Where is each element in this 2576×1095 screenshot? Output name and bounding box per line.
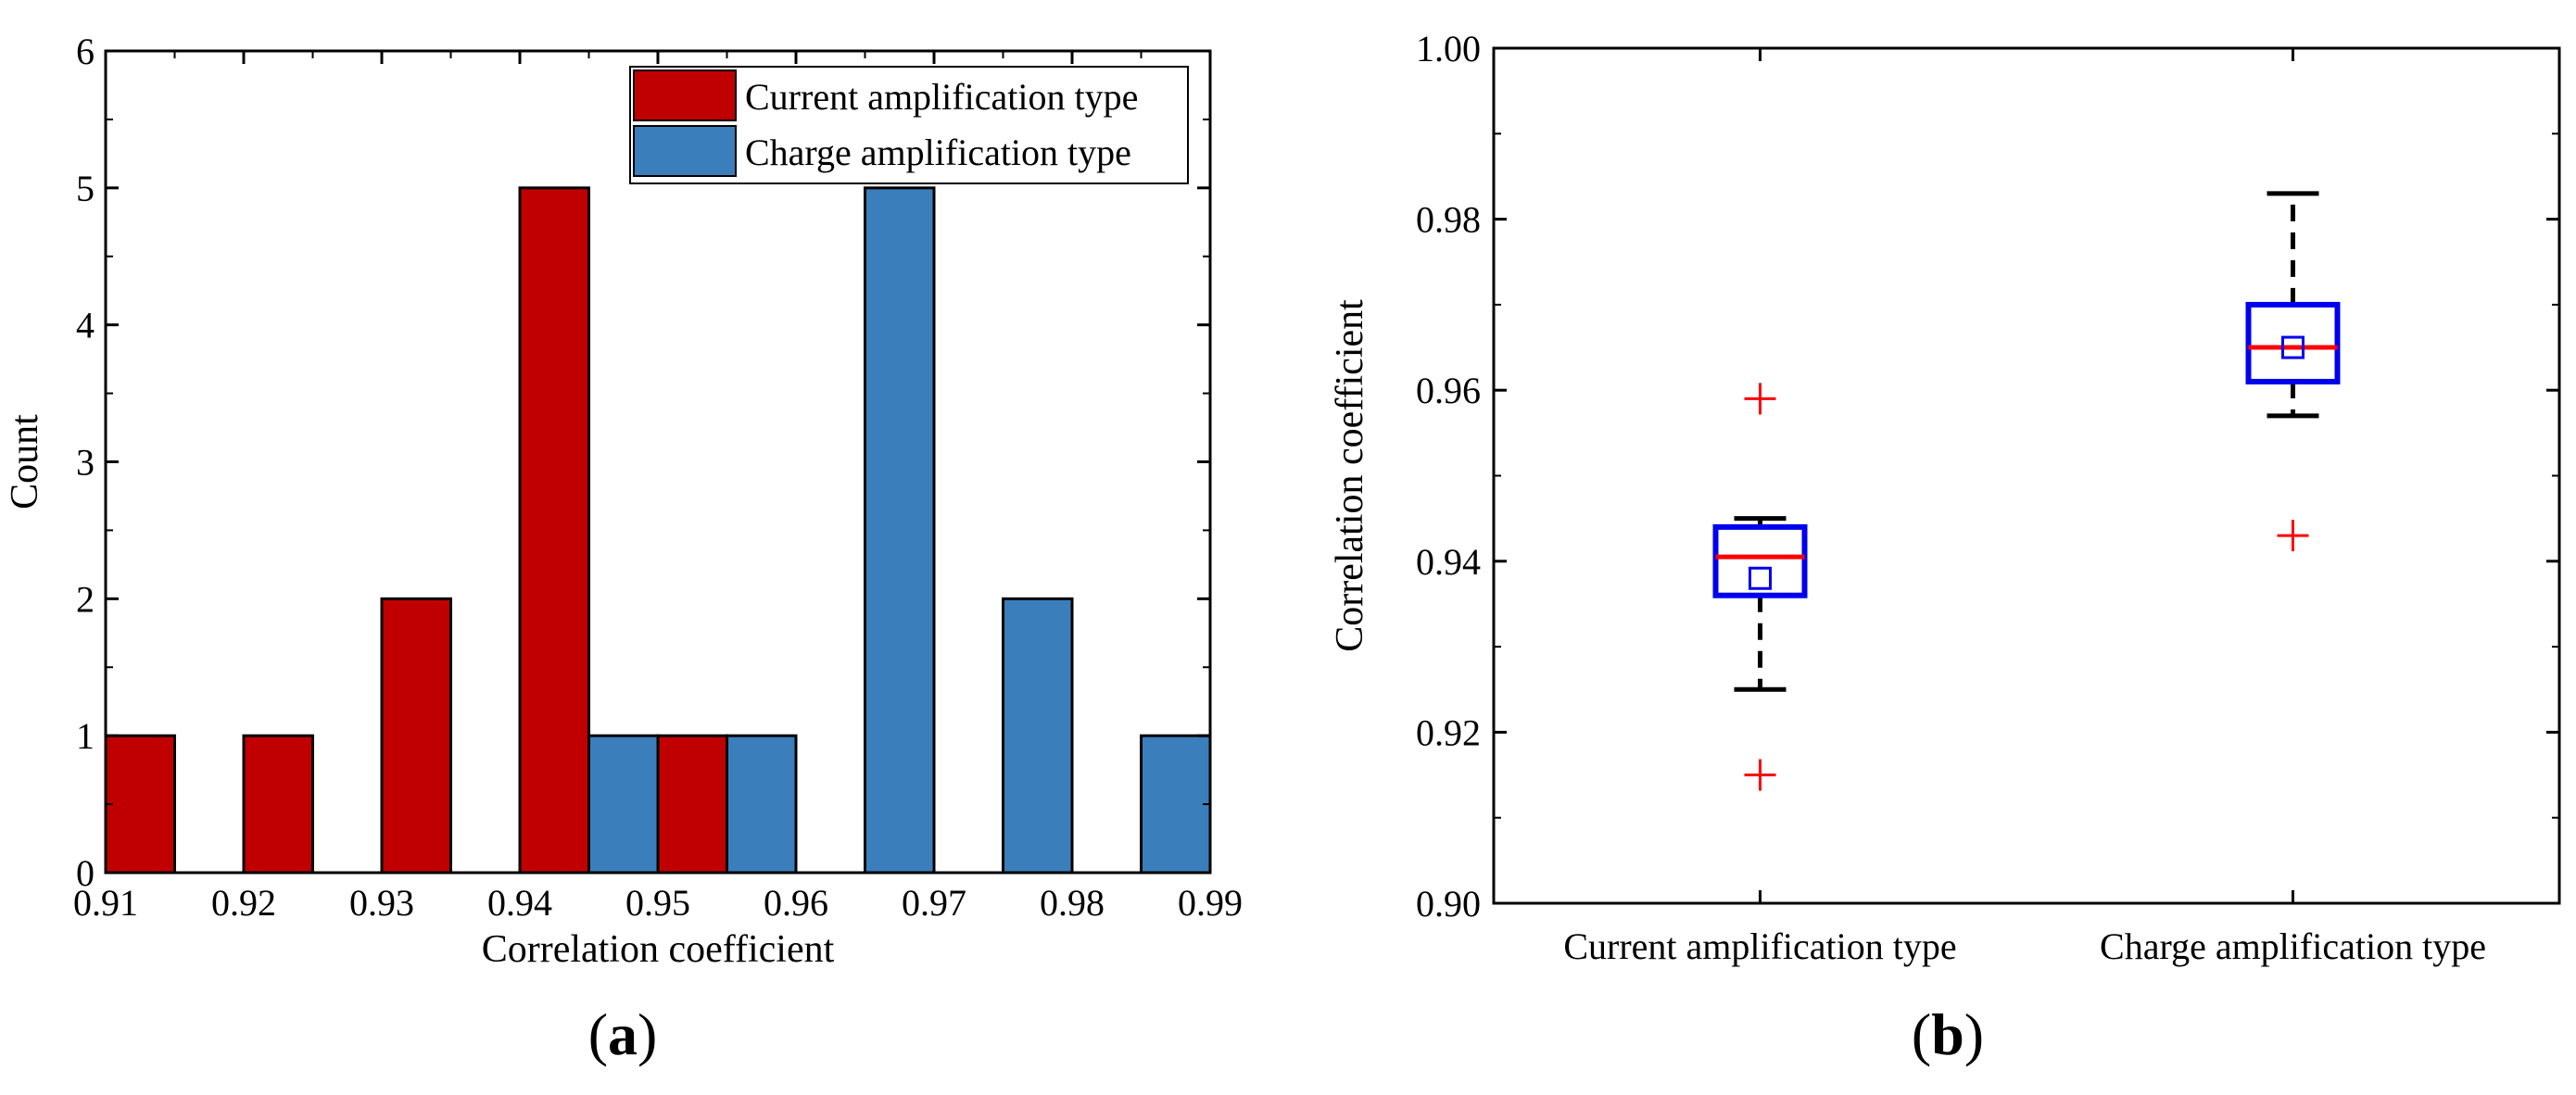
- panel-label-a-open: (: [588, 1001, 608, 1067]
- boxplot-box: [2245, 301, 2341, 384]
- histogram-y-tick-label: 1: [76, 715, 95, 757]
- histogram-bar-series1-bin4: [1140, 734, 1212, 875]
- histogram-legend-label-series1: Charge amplification type: [745, 132, 1131, 173]
- histogram-bar-series0-bin3: [518, 186, 590, 875]
- histogram-legend-label-series0: Current amplification type: [745, 76, 1138, 118]
- boxplot-panel-b: 0.90 0.92 0.94 0.96 0.98 1.00 Current amplific…: [1329, 28, 2561, 967]
- histogram-bars: [104, 186, 1212, 875]
- histogram-y-tick-label: 4: [76, 305, 95, 346]
- histogram-legend-swatch-series1: [633, 125, 737, 177]
- histogram-y-tick-label: 6: [76, 31, 95, 72]
- panel-label-a-letter: a: [608, 1001, 638, 1067]
- boxplot-y-tick-label: 1.00: [1416, 28, 1481, 69]
- histogram-y-tick-label: 3: [76, 442, 95, 484]
- histogram-bar-series0-bin0: [104, 734, 176, 875]
- histogram-legend: Current amplification type Charge amplifi…: [629, 66, 1189, 184]
- boxplot-plot-frame: [1492, 46, 2561, 905]
- histogram-bar-series1-bin2: [864, 186, 936, 875]
- panel-label-b: (b): [1912, 1001, 1984, 1067]
- histogram-x-tick-label: 0.98: [1040, 882, 1105, 924]
- boxplot-y-tick-label: 0.90: [1416, 883, 1481, 925]
- histogram-bar-series0-bin1: [242, 734, 314, 875]
- boxplot-y-tick-label: 0.92: [1416, 711, 1481, 753]
- histogram-panel-a: 0.91 0.92 0.93 0.94 0.95 0.96 0.97 0.98 0.99 0 1 2 3…: [4, 31, 1243, 971]
- histogram-bar-series1-bin3: [1002, 597, 1074, 875]
- histogram-x-tick-label: 0.95: [625, 882, 690, 924]
- histogram-x-tick-label: 0.91: [73, 882, 138, 924]
- boxplot-y-tick-label: 0.96: [1416, 370, 1481, 411]
- boxplot-outlier-1: [1744, 759, 1776, 791]
- histogram-bar-series1-bin0: [587, 734, 660, 875]
- boxplot-group-1: [2245, 191, 2341, 552]
- histogram-x-tick-label: 0.99: [1178, 882, 1243, 924]
- histogram-axis-ticks: 0.91 0.92 0.93 0.94 0.95 0.96 0.97 0.98 0.99 0 1 2 3…: [73, 31, 1243, 924]
- panel-label-b-letter: b: [1931, 1001, 1964, 1067]
- histogram-bar-series0-bin4: [656, 734, 728, 875]
- histogram-x-tick-label: 0.94: [487, 882, 552, 924]
- panel-label-b-close: ): [1964, 1001, 1984, 1067]
- boxplot-mean-marker: [1749, 566, 1772, 590]
- histogram-x-tick-label: 0.92: [211, 882, 276, 924]
- histogram-x-axis-title: Correlation coefficient: [482, 928, 835, 971]
- boxplot-marks: [1712, 191, 2341, 791]
- histogram-x-tick-label: 0.93: [349, 882, 414, 924]
- boxplot-box: [1712, 523, 1808, 598]
- histogram-legend-swatch-series0: [633, 69, 737, 121]
- histogram-bar-series1-bin1: [726, 734, 798, 875]
- boxplot-x-tick-label: Charge amplification type: [2100, 925, 2486, 967]
- panel-label-b-open: (: [1912, 1001, 1931, 1067]
- boxplot-outlier-0: [1744, 383, 1776, 415]
- boxplot-y-tick-label: 0.94: [1416, 541, 1481, 583]
- boxplot-outlier-0: [2277, 520, 2309, 552]
- boxplot-y-axis-title: Correlation coefficient: [1329, 299, 1371, 652]
- histogram-y-axis-title: Count: [4, 414, 46, 510]
- panel-label-a-close: ): [638, 1001, 657, 1067]
- boxplot-x-tick-label: Current amplification type: [1563, 925, 1956, 967]
- boxplot-mean-marker: [2281, 335, 2305, 359]
- histogram-y-tick-label: 2: [76, 578, 95, 620]
- histogram-x-tick-label: 0.96: [764, 882, 828, 924]
- histogram-x-tick-label: 0.97: [902, 882, 966, 924]
- histogram-y-tick-label: 0: [76, 852, 95, 894]
- boxplot-group-0: [1712, 383, 1808, 791]
- boxplot-y-tick-label: 0.98: [1416, 199, 1481, 241]
- boxplot-axis-ticks: 0.90 0.92 0.94 0.96 0.98 1.00 Current amplific…: [1416, 28, 2559, 967]
- histogram-bar-series0-bin2: [380, 597, 452, 875]
- histogram-y-tick-label: 5: [76, 168, 95, 209]
- panel-label-a: (a): [588, 1001, 658, 1067]
